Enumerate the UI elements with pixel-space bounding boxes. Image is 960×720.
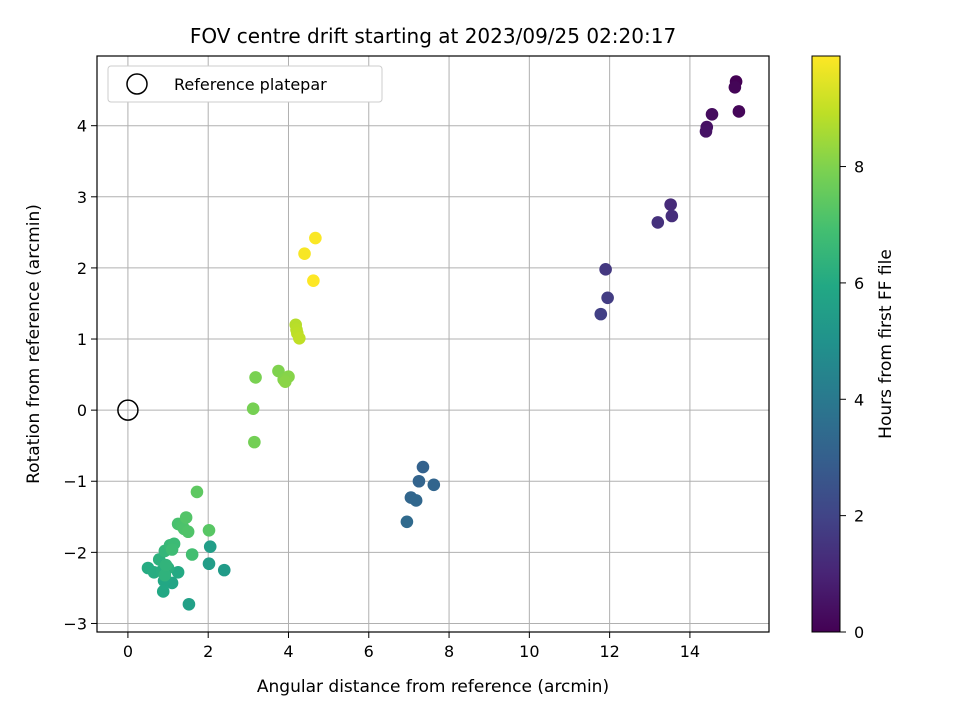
x-tick-label: 12: [599, 642, 619, 661]
chart-title: FOV centre drift starting at 2023/09/25 …: [190, 24, 676, 48]
data-point: [179, 511, 193, 524]
data-point: [171, 565, 185, 579]
y-tick-label: −2: [63, 543, 87, 562]
colorbar-tick-label: 4: [854, 390, 864, 409]
colorbar-ticks: 0 2 4 6 8: [840, 158, 864, 642]
reference-marker: [117, 399, 139, 421]
data-point: [400, 515, 414, 529]
x-axis-label: Angular distance from reference (arcmin): [257, 677, 609, 697]
colorbar-tick-label: 0: [854, 623, 864, 642]
data-point: [427, 478, 441, 492]
data-point: [249, 371, 262, 384]
y-tick-label: 3: [77, 188, 87, 207]
colorbar-gradient: [811, 55, 841, 633]
data-point: [202, 557, 216, 571]
data-point: [732, 105, 746, 118]
colorbar-label: Hours from first FF file: [876, 249, 896, 439]
data-point: [181, 525, 195, 539]
data-point: [293, 332, 306, 345]
data-point: [185, 548, 199, 561]
data-point: [202, 524, 216, 537]
y-tick-label: −1: [63, 472, 87, 491]
x-tick-label: 8: [444, 642, 454, 661]
data-point: [307, 274, 320, 288]
data-point: [159, 558, 173, 572]
data-point: [601, 291, 614, 305]
data-point: [651, 216, 665, 229]
data-point: [190, 485, 204, 499]
x-tick-label: 6: [364, 642, 374, 661]
y-tick-label: 0: [77, 401, 87, 420]
y-axis: −3 −2 −1 0 1 2 3 4: [63, 117, 97, 633]
legend: Reference platepar: [107, 65, 383, 103]
colorbar-tick-label: 8: [854, 158, 864, 177]
data-point: [705, 108, 719, 121]
colorbar-tick-label: 2: [854, 507, 864, 526]
data-point: [246, 402, 260, 416]
y-tick-label: 2: [77, 259, 87, 278]
y-tick-label: −3: [63, 614, 87, 633]
data-point: [409, 494, 423, 507]
data-point: [594, 307, 608, 321]
x-tick-label: 10: [519, 642, 539, 661]
data-point: [248, 435, 261, 449]
data-point: [699, 125, 713, 138]
data-point: [165, 543, 179, 556]
x-tick-label: 0: [123, 642, 133, 661]
data-point: [158, 568, 172, 582]
data-point: [412, 474, 426, 488]
data-point: [182, 597, 196, 611]
legend-box: [107, 65, 383, 103]
x-tick-label: 4: [283, 642, 293, 661]
data-point: [156, 585, 170, 598]
scatter-points: [141, 75, 746, 611]
data-point: [217, 563, 231, 577]
data-point: [309, 231, 322, 245]
y-tick-label: 4: [77, 117, 87, 136]
data-point: [665, 209, 679, 223]
legend-reference-label: Reference platepar: [174, 75, 327, 94]
legend-reference-icon: [126, 73, 148, 95]
y-tick-label: 1: [77, 330, 87, 349]
plot-frame: [96, 55, 770, 633]
colorbar: 0 2 4 6 8 Hours from first FF file: [811, 55, 896, 642]
data-point: [298, 247, 311, 260]
data-point: [416, 460, 430, 474]
x-axis: 0 2 4 6 8 10 12 14: [123, 632, 700, 661]
data-point: [728, 80, 742, 94]
data-point: [599, 263, 612, 276]
grid-lines: [97, 56, 769, 632]
colorbar-tick-label: 6: [854, 274, 864, 293]
x-tick-label: 2: [203, 642, 213, 661]
data-point: [278, 375, 292, 388]
data-point: [664, 198, 677, 211]
data-point: [203, 540, 217, 553]
y-axis-label: Rotation from reference (arcmin): [24, 204, 44, 484]
x-tick-label: 14: [680, 642, 700, 661]
